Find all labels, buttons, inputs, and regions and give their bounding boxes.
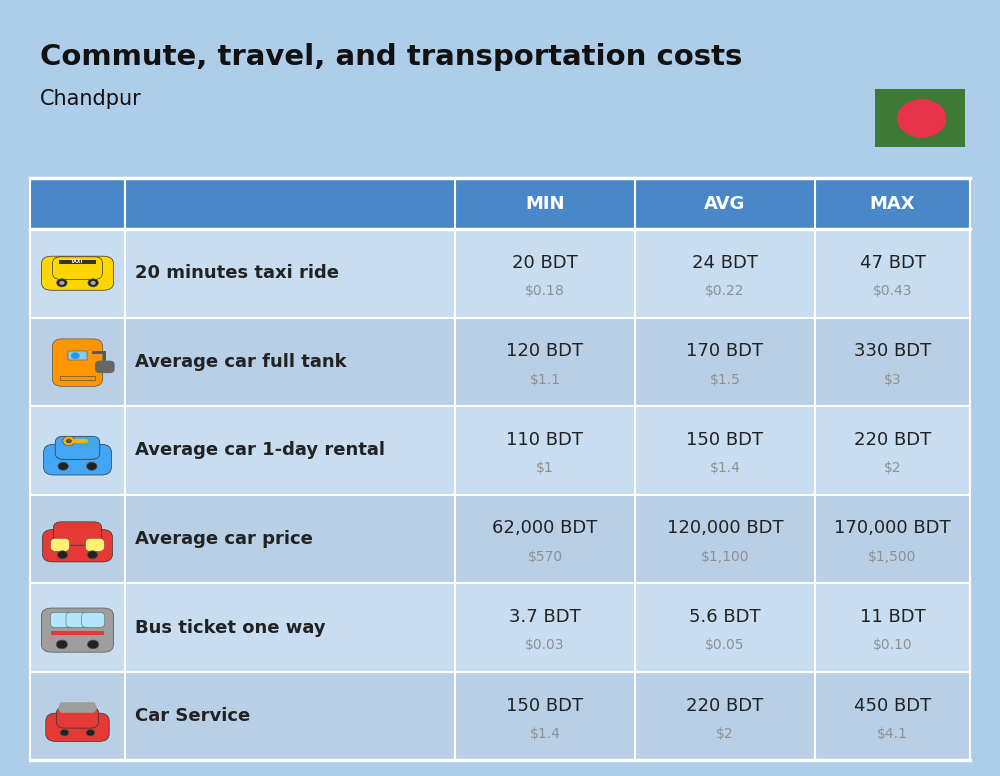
Text: $1.1: $1.1 (530, 372, 560, 386)
Text: 5.6 BDT: 5.6 BDT (689, 608, 761, 626)
Text: $3: $3 (884, 372, 901, 386)
Text: $0.43: $0.43 (873, 284, 912, 298)
Text: $4.1: $4.1 (877, 727, 908, 741)
Text: 62,000 BDT: 62,000 BDT (492, 519, 598, 537)
Text: $1.4: $1.4 (710, 461, 740, 475)
Text: Chandpur: Chandpur (40, 89, 142, 109)
Text: Average car 1-day rental: Average car 1-day rental (135, 442, 385, 459)
FancyBboxPatch shape (53, 521, 102, 546)
Circle shape (87, 551, 98, 559)
Text: $0.18: $0.18 (525, 284, 565, 298)
Text: $0.22: $0.22 (705, 284, 745, 298)
FancyBboxPatch shape (55, 436, 100, 459)
Text: Car Service: Car Service (135, 707, 250, 726)
Text: $1: $1 (536, 461, 554, 475)
Text: 220 BDT: 220 BDT (854, 431, 931, 449)
Text: 450 BDT: 450 BDT (854, 697, 931, 715)
Text: $1,100: $1,100 (701, 549, 749, 563)
Text: 220 BDT: 220 BDT (686, 697, 764, 715)
FancyBboxPatch shape (41, 608, 114, 652)
Text: MAX: MAX (870, 195, 915, 213)
FancyBboxPatch shape (59, 260, 96, 264)
Circle shape (58, 462, 68, 470)
FancyBboxPatch shape (46, 713, 109, 741)
Text: 120,000 BDT: 120,000 BDT (667, 519, 783, 537)
Text: 120 BDT: 120 BDT (506, 342, 584, 360)
Text: MIN: MIN (525, 195, 565, 213)
Text: 110 BDT: 110 BDT (507, 431, 584, 449)
Text: 150 BDT: 150 BDT (686, 431, 764, 449)
Circle shape (56, 640, 68, 649)
Text: AVG: AVG (704, 195, 746, 213)
Circle shape (71, 352, 80, 359)
Circle shape (63, 436, 75, 445)
FancyBboxPatch shape (56, 707, 99, 728)
Circle shape (898, 100, 946, 137)
Text: Average car price: Average car price (135, 530, 313, 548)
Circle shape (91, 281, 96, 285)
FancyBboxPatch shape (30, 178, 970, 229)
Circle shape (87, 462, 97, 470)
FancyBboxPatch shape (68, 351, 87, 360)
FancyBboxPatch shape (43, 529, 112, 562)
Text: 3.7 BDT: 3.7 BDT (509, 608, 581, 626)
Circle shape (57, 279, 67, 287)
Text: $1.4: $1.4 (530, 727, 560, 741)
FancyBboxPatch shape (875, 89, 965, 147)
Circle shape (88, 705, 97, 712)
Circle shape (87, 640, 99, 649)
FancyBboxPatch shape (66, 612, 89, 628)
FancyBboxPatch shape (51, 631, 104, 635)
Text: TAXI: TAXI (71, 259, 84, 265)
FancyBboxPatch shape (41, 256, 114, 290)
Text: $570: $570 (527, 549, 563, 563)
Text: $0.03: $0.03 (525, 639, 565, 653)
Circle shape (86, 729, 95, 736)
FancyBboxPatch shape (51, 539, 69, 551)
Text: 20 minutes taxi ride: 20 minutes taxi ride (135, 264, 339, 282)
Circle shape (59, 281, 64, 285)
Text: 150 BDT: 150 BDT (506, 697, 584, 715)
FancyBboxPatch shape (30, 229, 970, 317)
FancyBboxPatch shape (30, 317, 970, 406)
FancyBboxPatch shape (50, 612, 73, 628)
FancyBboxPatch shape (82, 612, 105, 628)
Circle shape (57, 551, 68, 559)
Circle shape (66, 438, 72, 443)
FancyBboxPatch shape (30, 406, 970, 495)
Text: 47 BDT: 47 BDT (860, 254, 926, 272)
Text: Bus ticket one way: Bus ticket one way (135, 618, 326, 636)
Text: $0.05: $0.05 (705, 639, 745, 653)
Circle shape (58, 705, 67, 712)
Text: $1,500: $1,500 (868, 549, 917, 563)
Text: 170 BDT: 170 BDT (686, 342, 764, 360)
Text: 11 BDT: 11 BDT (860, 608, 925, 626)
FancyBboxPatch shape (30, 672, 970, 760)
FancyBboxPatch shape (86, 539, 104, 551)
Text: $1.5: $1.5 (710, 372, 740, 386)
Text: Commute, travel, and transportation costs: Commute, travel, and transportation cost… (40, 43, 742, 71)
Circle shape (60, 729, 69, 736)
Text: $0.10: $0.10 (873, 639, 912, 653)
FancyBboxPatch shape (30, 584, 970, 672)
FancyBboxPatch shape (95, 361, 115, 373)
Text: $2: $2 (716, 727, 734, 741)
Text: 24 BDT: 24 BDT (692, 254, 758, 272)
Text: $2: $2 (884, 461, 901, 475)
Text: 170,000 BDT: 170,000 BDT (834, 519, 951, 537)
FancyBboxPatch shape (52, 339, 103, 386)
Text: Average car full tank: Average car full tank (135, 353, 347, 371)
FancyBboxPatch shape (60, 376, 95, 380)
FancyBboxPatch shape (44, 445, 111, 475)
FancyBboxPatch shape (53, 257, 102, 279)
FancyBboxPatch shape (30, 495, 970, 584)
Text: 330 BDT: 330 BDT (854, 342, 931, 360)
Text: 20 BDT: 20 BDT (512, 254, 578, 272)
Circle shape (88, 279, 98, 287)
